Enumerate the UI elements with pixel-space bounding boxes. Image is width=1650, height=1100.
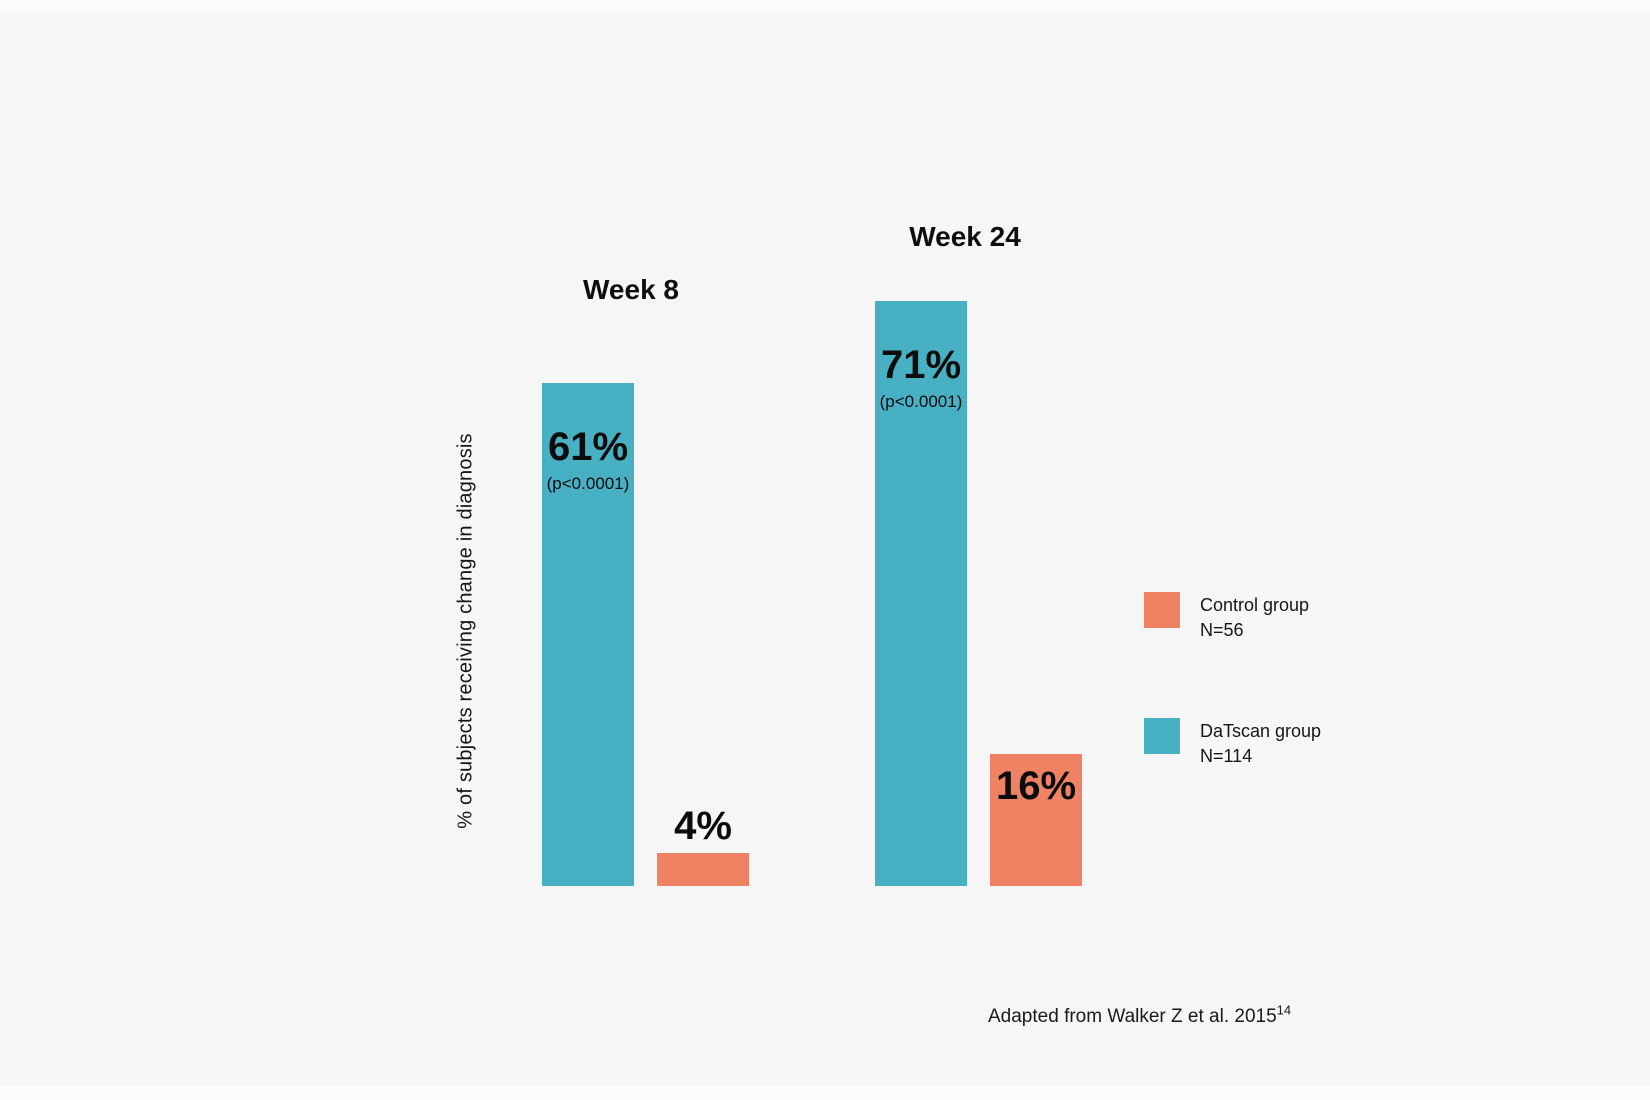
bar-p-value-label: (p<0.0001) [879, 392, 963, 411]
category-title-week8: Week 8 [583, 274, 679, 305]
bar-value-label: 4% [674, 804, 732, 848]
legend-item-datscan-group: DaTscan group N=114 [1144, 718, 1321, 769]
y-axis-label: % of subjects receiving change in diagno… [454, 433, 477, 829]
legend-n-count: N=114 [1200, 746, 1253, 766]
bottom-margin-band [0, 1086, 1650, 1100]
bar-week8-datscan-group: 61% (p<0.0001) [542, 383, 634, 886]
bar-week24-datscan-group: 71% (p<0.0001) [875, 301, 967, 886]
datscan-group-swatch [1144, 718, 1180, 754]
bar-value-label: 61% [547, 425, 629, 469]
bar-value-label: 71% [880, 343, 962, 387]
bar-value-label: 16% [995, 764, 1077, 808]
legend-label: Control group [1200, 595, 1310, 615]
category-title-week24: Week 24 [909, 221, 1021, 252]
bar-week8-control-group: 4% [657, 806, 749, 886]
legend-item-control-group: Control group N=56 [1144, 592, 1309, 643]
citation-text: Adapted from Walker Z et al. 2015 [988, 1006, 1277, 1027]
top-margin-band [0, 0, 1650, 12]
citation-reference-number: 14 [1276, 1002, 1292, 1018]
control-group-swatch [1144, 592, 1180, 628]
bar-week24-control-group: 16% [990, 754, 1082, 886]
legend-n-count: N=56 [1200, 620, 1244, 640]
legend-label: DaTscan group [1200, 721, 1322, 741]
bar-p-value-label: (p<0.0001) [546, 474, 630, 493]
citation: Adapted from Walker Z et al. 201514 [988, 1002, 1292, 1028]
